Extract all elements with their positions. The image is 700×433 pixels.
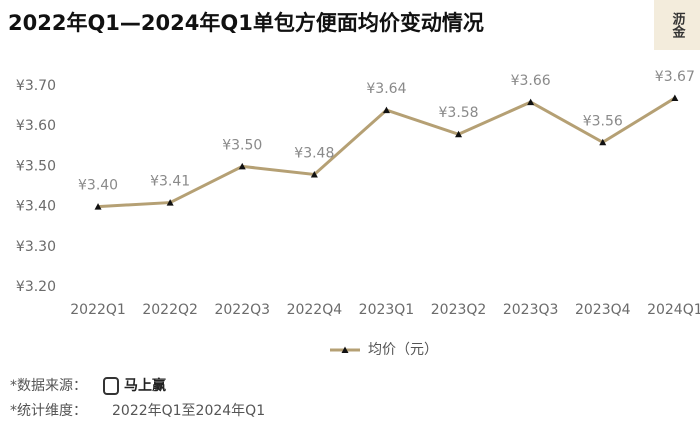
x-tick-label: 2023Q1	[359, 302, 415, 318]
dimension: 2022年Q1至2024年Q1	[112, 403, 265, 419]
y-tick-label: ¥3.40	[16, 199, 56, 215]
y-tick-label: ¥3.30	[16, 239, 56, 255]
chart-title: 2022年Q1—2024年Q1单包方便面均价变动情况	[8, 11, 484, 35]
y-tick-label: ¥3.60	[16, 118, 56, 134]
legend-label: 均价（元）	[368, 342, 438, 358]
x-tick-label: 2023Q4	[575, 302, 631, 318]
value-label: ¥3.66	[511, 73, 551, 89]
x-tick-label: 2023Q2	[431, 302, 487, 318]
value-label: ¥3.41	[150, 174, 190, 190]
source: 马上赢	[124, 377, 166, 394]
point	[94, 203, 102, 210]
x-tick-label: 2023Q3	[503, 302, 559, 318]
value-label: ¥3.67	[655, 69, 695, 85]
x-tick-label: 2022Q3	[214, 302, 270, 318]
logo: 沥金	[670, 12, 687, 39]
dimension-label: *统计维度：	[10, 403, 87, 419]
point	[527, 98, 535, 106]
x-tick-label: 2022Q1	[70, 302, 126, 318]
point	[238, 162, 246, 170]
value-label: ¥3.56	[583, 113, 623, 129]
point	[455, 130, 463, 138]
source-label: *数据来源：	[10, 378, 87, 394]
logo-bg	[654, 0, 700, 50]
point	[310, 170, 318, 178]
x-tick-label: 2022Q2	[142, 302, 198, 318]
point	[382, 106, 390, 114]
point	[599, 138, 607, 146]
source-icon	[103, 377, 119, 395]
point	[166, 199, 174, 206]
legend-marker	[341, 346, 349, 353]
x-tick-label: 2022Q4	[287, 302, 343, 318]
value-label: ¥3.40	[78, 178, 118, 194]
y-tick-label: ¥3.20	[16, 279, 56, 295]
y-tick-label: ¥3.70	[16, 78, 56, 94]
value-label: ¥3.48	[294, 145, 334, 161]
y-tick-label: ¥3.50	[16, 158, 56, 174]
point	[671, 94, 679, 102]
value-label: ¥3.64	[366, 81, 406, 97]
x-tick-label: 2024Q1	[647, 302, 700, 318]
value-label: ¥3.50	[222, 137, 262, 153]
value-label: ¥3.58	[439, 105, 479, 121]
